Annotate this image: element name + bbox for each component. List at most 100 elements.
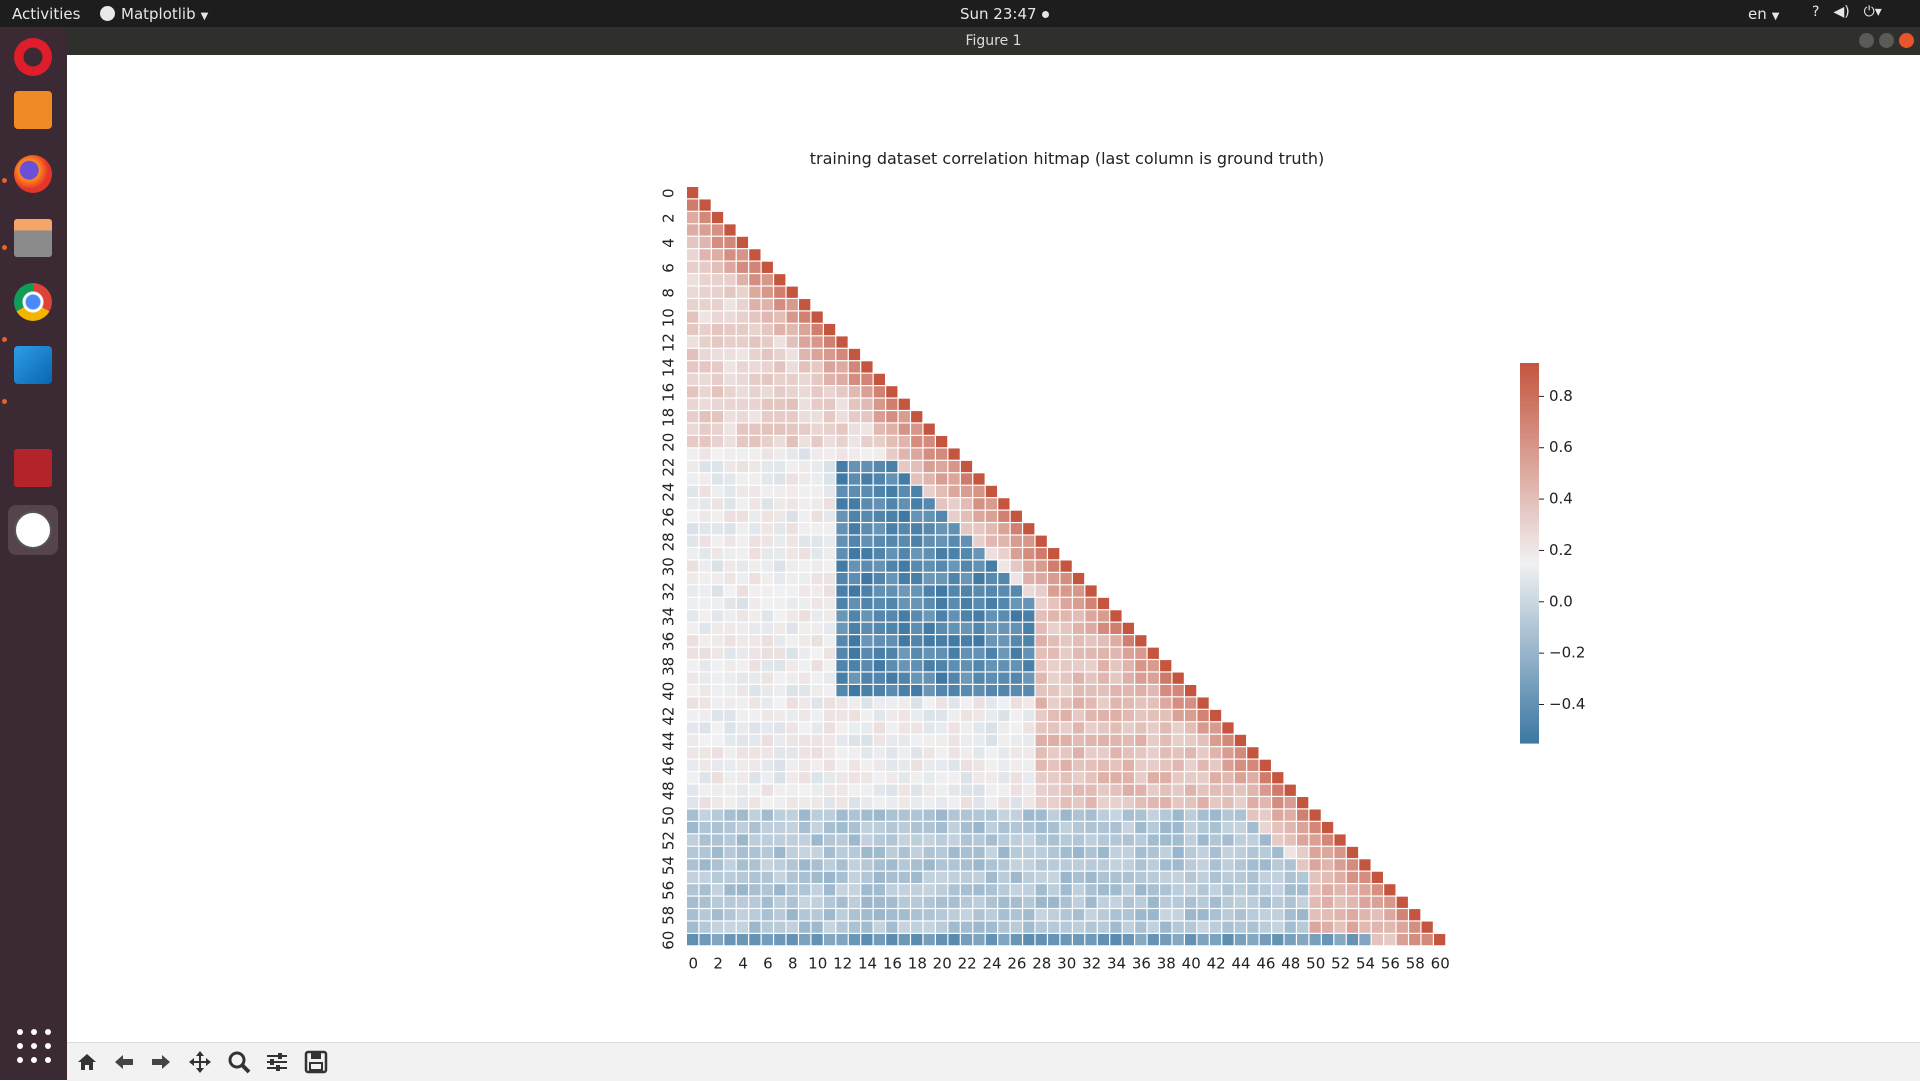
heatmap-cell xyxy=(911,485,923,498)
heatmap-cell xyxy=(848,597,861,610)
clock[interactable]: Sun 23:47 xyxy=(960,5,1049,23)
heatmap-cell xyxy=(1209,846,1222,859)
language-menu[interactable]: en ▼ xyxy=(1748,5,1779,23)
heatmap-cell xyxy=(687,685,699,697)
heatmap-cell xyxy=(1321,821,1334,834)
heatmap-cell xyxy=(973,635,985,647)
heatmap-cell xyxy=(1147,884,1159,896)
y-tick-label: 6 xyxy=(660,263,678,273)
heatmap-cell xyxy=(973,585,985,597)
power-icon[interactable]: ⏻▾ xyxy=(1863,4,1882,20)
heatmap-cell xyxy=(1197,709,1209,722)
heatmap-cell xyxy=(985,510,998,522)
heatmap-cell xyxy=(1060,909,1072,921)
colorbar-segment xyxy=(1520,489,1539,494)
help-network-icon[interactable]: ? xyxy=(1812,4,1820,20)
heatmap-cell xyxy=(861,772,873,784)
heatmap-cell xyxy=(960,572,973,585)
dock-vscode[interactable] xyxy=(8,340,58,390)
heatmap-cell xyxy=(948,498,960,510)
heatmap-cell xyxy=(799,884,811,896)
close-button[interactable] xyxy=(1899,33,1914,48)
dock-pdf-editor[interactable] xyxy=(8,85,58,135)
heatmap-cell xyxy=(898,448,910,460)
heatmap-cell xyxy=(1060,660,1072,672)
dock-opera[interactable] xyxy=(8,32,58,82)
activities-button[interactable]: Activities xyxy=(12,5,81,23)
heatmap-cell xyxy=(1072,896,1085,908)
heatmap-cell xyxy=(1396,896,1408,908)
heatmap-cell xyxy=(699,685,711,697)
heatmap-cell xyxy=(774,921,786,933)
heatmap-cell xyxy=(736,423,749,435)
heatmap-cell xyxy=(749,460,761,473)
heatmap-cell xyxy=(724,585,736,597)
heatmap-cell xyxy=(1072,921,1085,933)
figure-canvas[interactable]: training dataset correlation hitmap (las… xyxy=(67,55,1920,1042)
heatmap-cell xyxy=(711,747,724,759)
colorbar-segment xyxy=(1520,499,1539,503)
dock-chrome[interactable] xyxy=(8,277,58,327)
configure-subplots-icon[interactable] xyxy=(264,1049,290,1075)
heatmap-cell xyxy=(736,610,749,622)
heatmap-cell xyxy=(699,909,711,921)
heatmap-cell xyxy=(973,647,985,659)
heatmap-cell xyxy=(1023,821,1035,834)
heatmap-cell xyxy=(749,797,761,809)
minimize-button[interactable] xyxy=(1859,33,1874,48)
heatmap-cell xyxy=(761,398,773,410)
maximize-button[interactable] xyxy=(1879,33,1894,48)
heatmap-cell xyxy=(861,934,873,946)
heatmap-cell xyxy=(973,809,985,821)
heatmap-cell xyxy=(1060,672,1072,684)
dock-matplotlib[interactable] xyxy=(8,505,58,555)
heatmap-cell xyxy=(1048,759,1060,771)
heatmap-cell xyxy=(823,734,836,747)
heatmap-cell xyxy=(1122,871,1134,883)
colorbar-segment xyxy=(1520,366,1539,370)
heatmap-cell xyxy=(711,896,724,908)
heatmap-cell xyxy=(1023,896,1035,908)
system-tray[interactable]: ? ◀) ⏻▾ xyxy=(1812,4,1882,20)
colorbar-segment xyxy=(1520,606,1539,611)
back-icon[interactable] xyxy=(111,1049,137,1075)
heatmap-cell xyxy=(1122,709,1134,722)
dock-terminal-app[interactable] xyxy=(8,443,58,493)
app-menu[interactable]: Matplotlib ▼ xyxy=(100,5,208,23)
heatmap-cell xyxy=(1097,909,1110,921)
heatmap-cell xyxy=(699,274,711,286)
heatmap-cell xyxy=(1421,921,1433,933)
heatmap-cell xyxy=(911,647,923,659)
heatmap-cell xyxy=(823,498,836,510)
save-icon[interactable] xyxy=(303,1049,329,1075)
dock-file-manager[interactable] xyxy=(8,213,58,263)
heatmap-cell xyxy=(724,759,736,771)
show-applications-button[interactable] xyxy=(17,1029,51,1063)
heatmap-cell xyxy=(687,884,699,896)
heatmap-cell xyxy=(761,672,773,684)
colorbar-segment xyxy=(1520,423,1539,427)
x-tick-label: 30 xyxy=(1057,954,1076,972)
heatmap-cell xyxy=(724,535,736,547)
forward-icon[interactable] xyxy=(148,1049,174,1075)
heatmap-cell xyxy=(1371,934,1383,946)
heatmap-cell xyxy=(761,423,773,435)
heatmap-cell xyxy=(786,523,798,535)
dock-firefox[interactable] xyxy=(8,149,58,199)
heatmap-cell xyxy=(1072,846,1085,859)
heatmap-cell xyxy=(898,921,910,933)
heatmap-cell xyxy=(823,610,836,622)
heatmap-cell xyxy=(1384,934,1396,946)
heatmap-cell xyxy=(774,672,786,684)
zoom-icon[interactable] xyxy=(226,1049,252,1075)
heatmap-cell xyxy=(1010,859,1022,871)
heatmap-cell xyxy=(699,585,711,597)
heatmap-cell xyxy=(1072,821,1085,834)
colorbar-segment xyxy=(1520,670,1539,674)
heatmap-cell xyxy=(1110,784,1122,796)
home-icon[interactable] xyxy=(74,1049,100,1075)
volume-icon[interactable]: ◀) xyxy=(1833,4,1850,20)
heatmap-cell xyxy=(886,722,898,734)
pan-icon[interactable] xyxy=(187,1049,213,1075)
heatmap-cell xyxy=(1160,846,1172,859)
